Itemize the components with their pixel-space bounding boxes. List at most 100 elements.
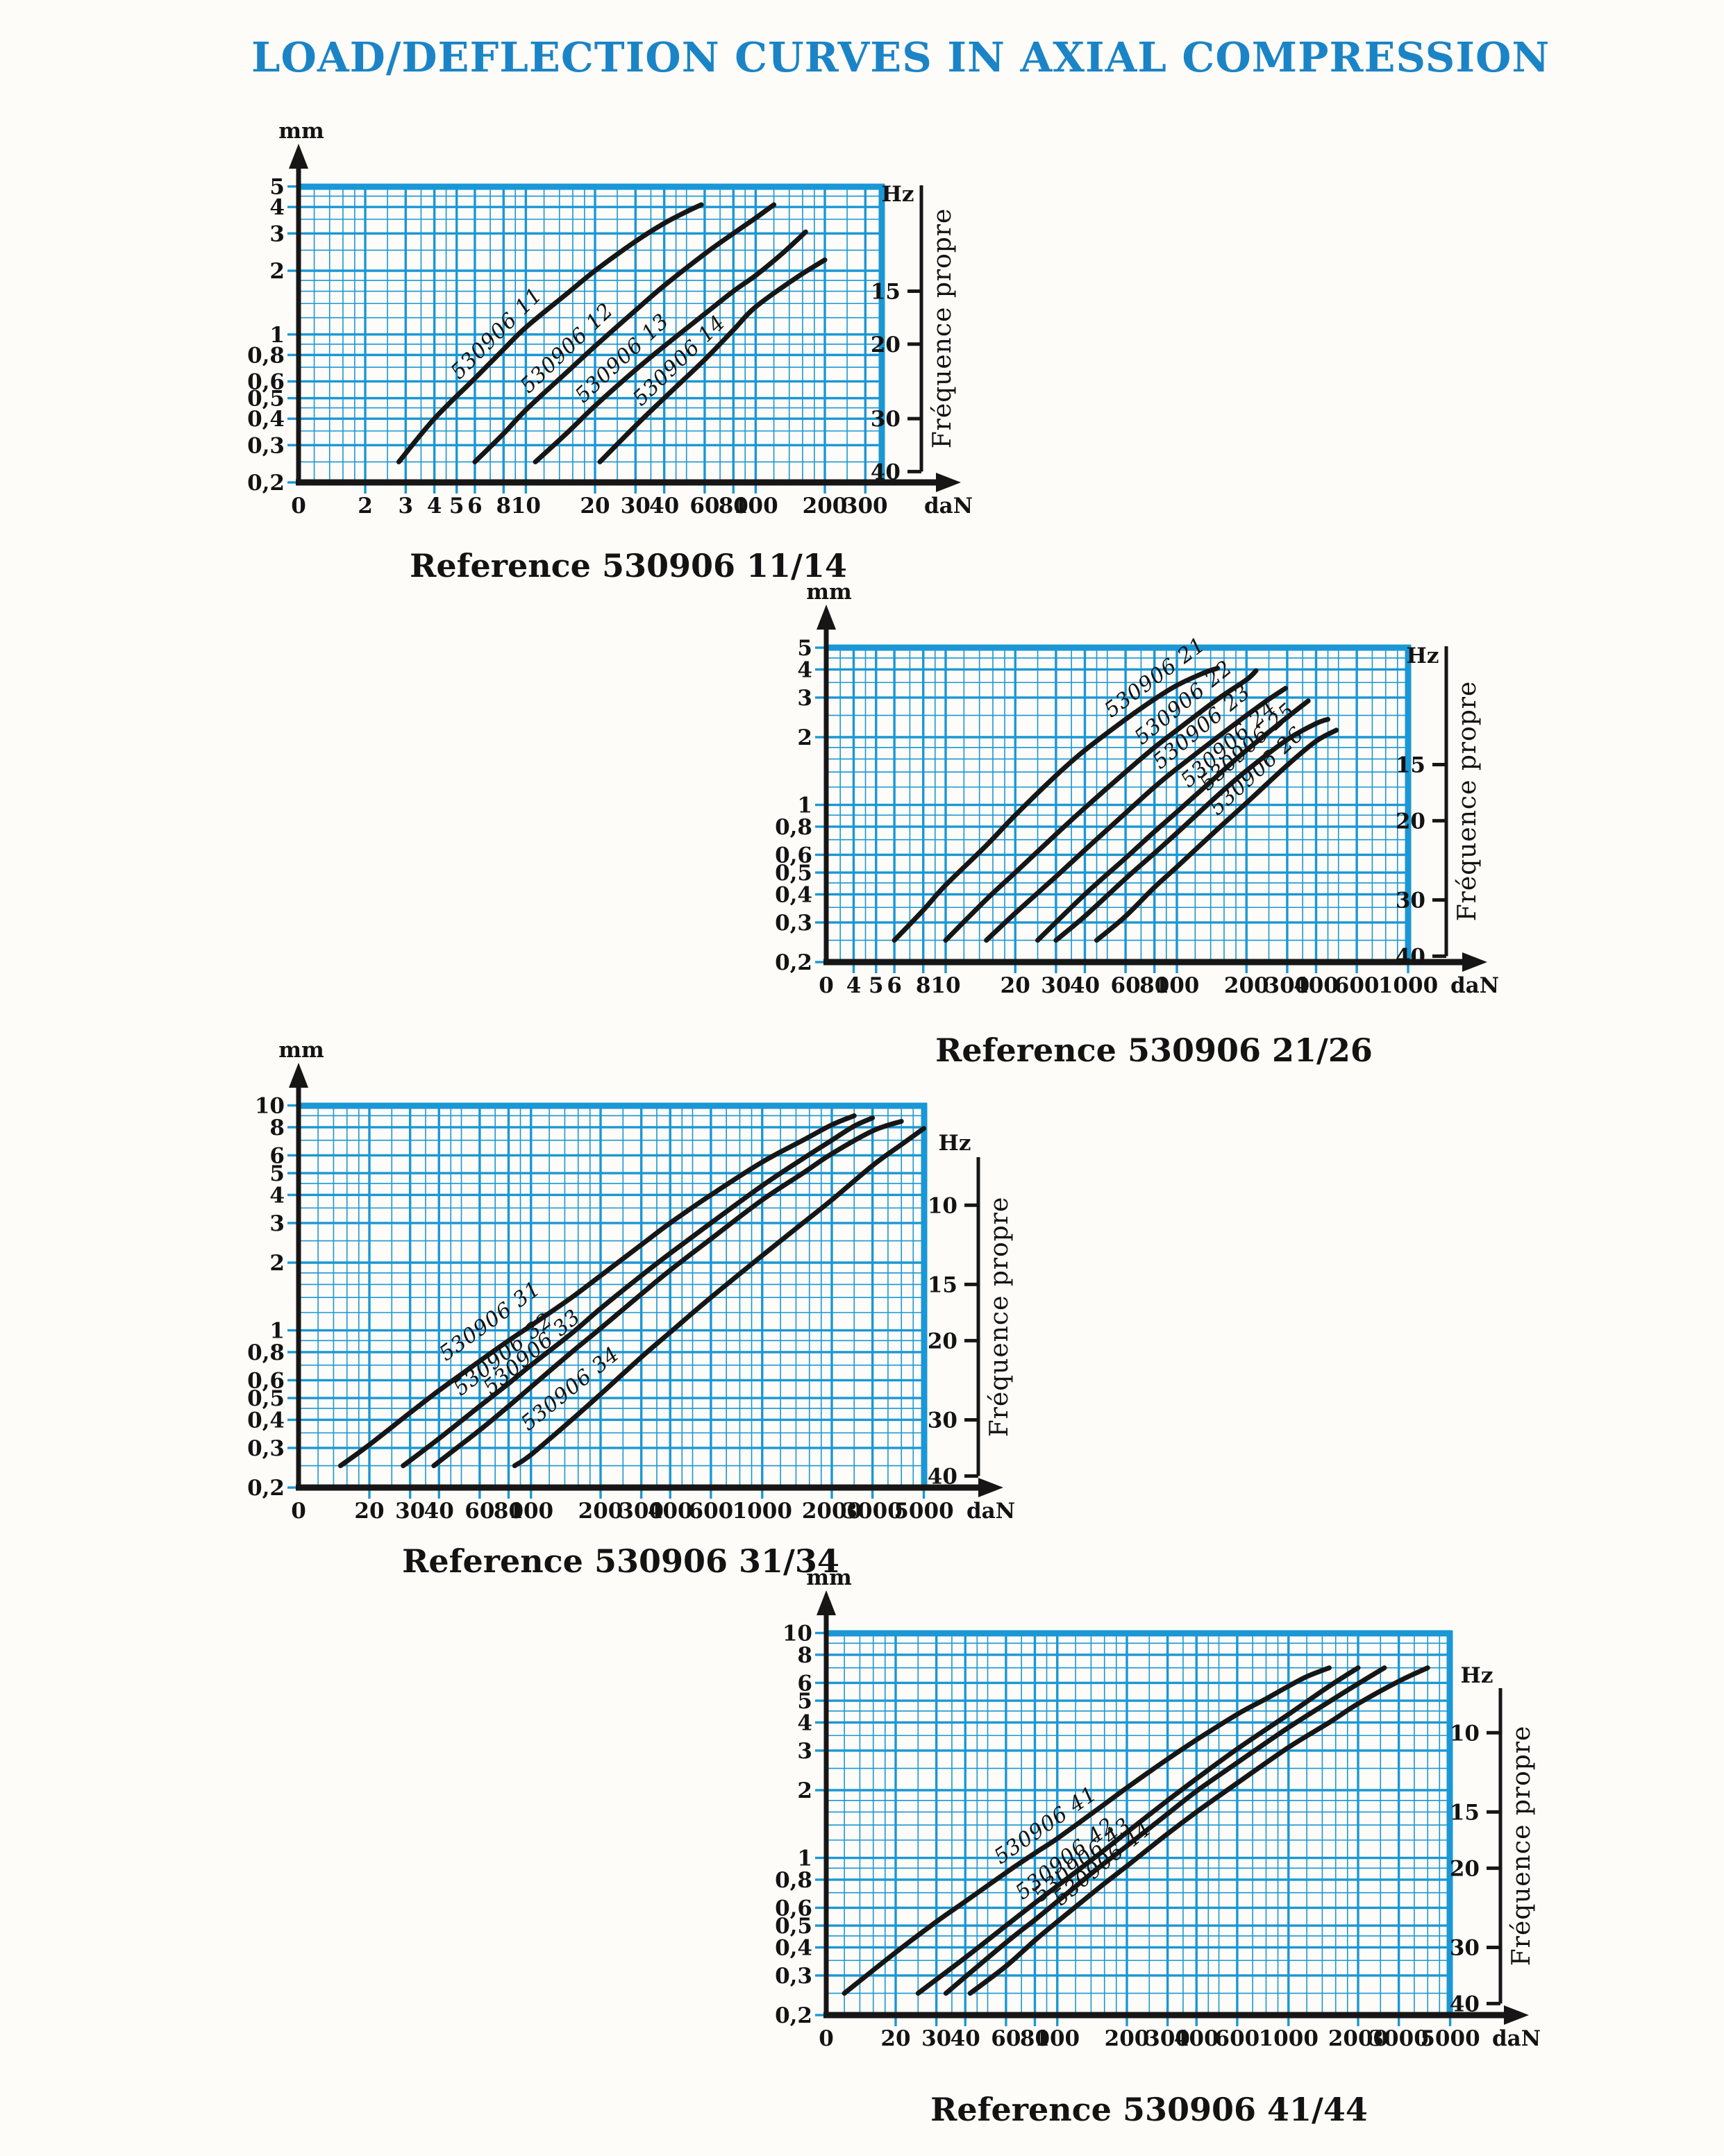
x-tick-label: 30 (921, 2026, 951, 2051)
hz-axis-title: Fréquence propre (1507, 1726, 1536, 1966)
y-tick-label: 0,4 (247, 407, 285, 432)
curve-530906-26 (1094, 727, 1339, 943)
hz-tick-label: 30 (1450, 1935, 1480, 1960)
y-axis-arrow (289, 144, 308, 169)
x-tick-label: 5 (449, 494, 465, 519)
y-tick-label: 0,3 (775, 1964, 812, 1989)
y-tick-label: 0,8 (775, 815, 812, 840)
curve-530906-14 (597, 257, 828, 464)
curve-530906-11 (396, 202, 704, 464)
y-tick-label: 3 (269, 221, 285, 246)
curve-530906-12 (472, 202, 777, 464)
y-tick-label: 4 (797, 1710, 812, 1735)
x-tick-label: 300 (843, 494, 888, 519)
x-tick-label: 1000 (733, 1499, 792, 1524)
x-tick-label: 40 (649, 494, 679, 519)
y-tick-label: 1 (797, 1846, 812, 1871)
x-tick-label: 6 (887, 973, 902, 998)
y-unit-label: mm (278, 119, 324, 144)
x-tick-label: 100 (508, 1499, 553, 1524)
curve-530906-41 (842, 1665, 1332, 1996)
x-tick-label: 3000 (1369, 2026, 1428, 2051)
x-tick-label: 8 (496, 494, 511, 519)
x-tick-label: 200 (1105, 2026, 1150, 2051)
x-tick-label: 80 (1020, 2026, 1050, 2051)
hz-tick-label: 40 (928, 1464, 957, 1489)
y-tick-label: 0,2 (247, 471, 285, 496)
x-tick-label: 2000 (802, 1499, 862, 1524)
x-tick-label: 300 (1265, 973, 1310, 998)
hz-tick-label: 30 (871, 407, 901, 432)
hz-axis-title: Fréquence propre (1453, 681, 1482, 922)
x-tick-label: 1000 (1378, 973, 1438, 998)
x-tick-label: 200 (803, 494, 848, 519)
x-tick-label: 5000 (894, 1499, 953, 1524)
x-tick-label: 40 (424, 1499, 454, 1524)
x-tick-label: 3000 (842, 1499, 902, 1524)
x-tick-label: 60 (1111, 973, 1141, 998)
hz-tick-label: 20 (1396, 809, 1425, 834)
y-tick-label: 0,6 (247, 1368, 285, 1393)
x-tick-label: 600 (689, 1499, 734, 1524)
x-tick-label: 0 (291, 1499, 306, 1524)
curve-530906-23 (984, 686, 1288, 943)
y-tick-label: 6 (797, 1671, 812, 1696)
y-tick-label: 0,2 (775, 950, 812, 975)
x-tick-label: 40 (1070, 973, 1100, 998)
curve-530906-43 (943, 1665, 1387, 1996)
y-tick-label: 0,8 (247, 343, 285, 368)
curve-530906-33 (431, 1118, 904, 1469)
chart-caption-41-44: Reference 530906 41/44 (930, 2091, 1368, 2128)
x-tick-label: 10 (511, 494, 541, 519)
y-tick-label: 8 (269, 1115, 285, 1140)
y-tick-label: 0,5 (247, 387, 285, 412)
x-tick-label: 80 (494, 1499, 524, 1524)
hz-unit-label: Hz (1407, 643, 1439, 668)
y-tick-label: 0,3 (775, 911, 812, 936)
x-axis-arrow (936, 473, 961, 492)
x-tick-label: 0 (291, 494, 306, 519)
x-tick-label: 0 (819, 973, 834, 998)
y-tick-label: 0,6 (775, 1896, 812, 1921)
y-tick-label: 1 (269, 323, 285, 348)
y-tick-label: 6 (269, 1143, 285, 1168)
y-tick-label: 10 (783, 1622, 812, 1647)
x-tick-label: 40 (951, 2026, 980, 2051)
page-title: LOAD/DEFLECTION CURVES IN AXIAL COMPRESS… (251, 33, 1550, 81)
y-tick-label: 3 (269, 1211, 285, 1236)
y-tick-label: 0,8 (247, 1340, 285, 1365)
x-tick-label: 0 (819, 2026, 834, 2051)
x-tick-label: 200 (1224, 973, 1269, 998)
y-unit-label: mm (806, 580, 852, 605)
y-tick-label: 0,5 (775, 861, 812, 886)
curve-530906-32 (401, 1115, 876, 1469)
x-tick-label: 600 (1215, 2026, 1260, 2051)
curve-530906-22 (943, 668, 1259, 943)
y-tick-label: 0,6 (247, 369, 285, 394)
y-tick-label: 4 (269, 1183, 285, 1208)
y-tick-label: 4 (797, 657, 812, 682)
chart-caption-11-14: Reference 530906 11/14 (410, 547, 847, 584)
hz-axis-title: Fréquence propre (985, 1197, 1014, 1438)
x-tick-label: 80 (1139, 973, 1169, 998)
hz-unit-label: Hz (939, 1131, 971, 1156)
hz-tick-label: 20 (928, 1329, 957, 1354)
y-unit-label: mm (806, 1565, 852, 1590)
hz-tick-label: 40 (1396, 944, 1425, 969)
y-tick-label: 0,2 (247, 1476, 285, 1501)
x-tick-label: 2000 (1328, 2026, 1388, 2051)
x-tick-label: 3 (398, 494, 413, 519)
x-tick-label: 300 (1145, 2026, 1190, 2051)
y-tick-label: 5 (797, 636, 812, 661)
x-tick-label: 600 (1334, 973, 1380, 998)
y-tick-label: 0,3 (247, 1436, 285, 1461)
curve-530906-24 (1035, 698, 1311, 943)
y-tick-label: 4 (269, 195, 285, 220)
y-tick-label: 0,5 (247, 1386, 285, 1411)
x-tick-label: 1000 (1259, 2026, 1319, 2051)
hz-tick-label: 30 (1396, 888, 1425, 913)
y-axis-arrow (817, 605, 836, 630)
